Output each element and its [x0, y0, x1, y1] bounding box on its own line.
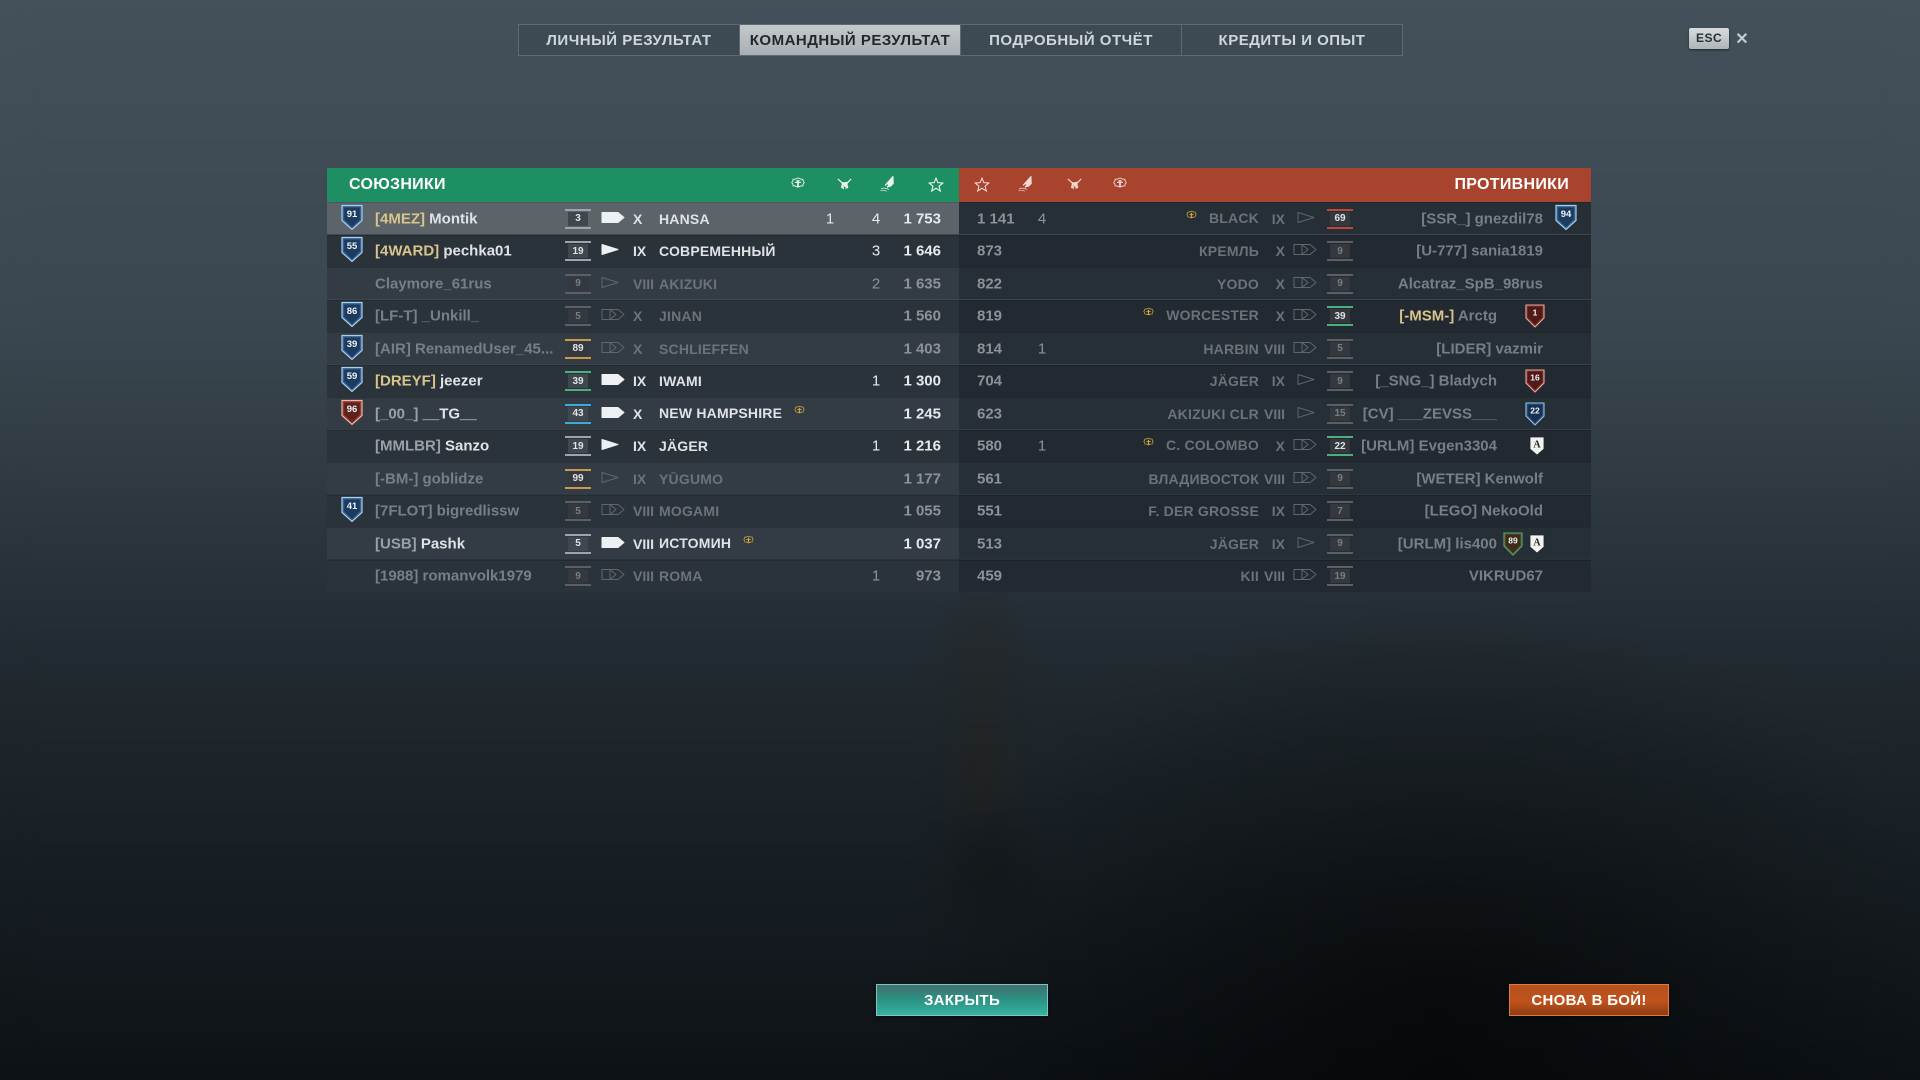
svg-text:55: 55: [347, 241, 358, 252]
svg-text:A: A: [1533, 440, 1541, 451]
svg-text:59: 59: [347, 371, 358, 382]
svg-text:39: 39: [347, 339, 358, 350]
svg-text:41: 41: [347, 501, 358, 512]
svg-text:1: 1: [1533, 308, 1538, 318]
svg-text:89: 89: [1508, 535, 1518, 545]
svg-text:A: A: [1533, 537, 1541, 548]
svg-text:86: 86: [347, 306, 358, 317]
svg-text:91: 91: [347, 209, 358, 220]
svg-text:16: 16: [1530, 373, 1540, 383]
svg-text:22: 22: [1530, 405, 1540, 415]
svg-text:94: 94: [1561, 209, 1572, 220]
svg-text:96: 96: [347, 404, 358, 415]
